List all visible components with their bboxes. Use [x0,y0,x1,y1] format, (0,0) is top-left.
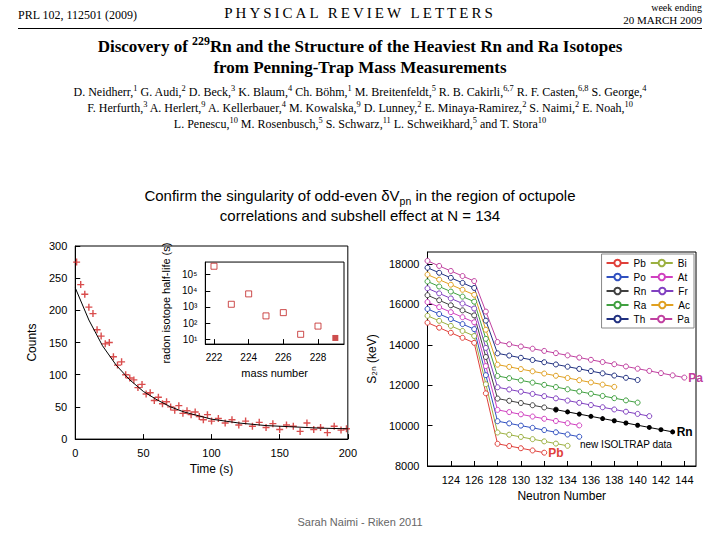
svg-text:Ac: Ac [678,300,690,311]
svg-text:50: 50 [137,447,149,459]
svg-text:Neutron Number: Neutron Number [517,489,606,503]
svg-text:228: 228 [310,352,327,363]
svg-text:8000: 8000 [395,460,419,472]
svg-text:Time (s): Time (s) [190,462,234,476]
svg-text:140: 140 [628,474,646,486]
svg-text:At: At [678,272,688,283]
svg-text:10⁴: 10⁴ [182,285,197,296]
svg-text:126: 126 [465,474,483,486]
svg-text:10¹: 10¹ [183,334,198,345]
svg-text:mass number: mass number [241,367,308,379]
svg-text:Rn: Rn [634,286,647,297]
svg-text:12000: 12000 [389,379,420,391]
html-text:D. Neidherr,1 G. Audi,2 D. Bec: D. Neidherr,1 G. Audi,2 D. Beck,3 K. Bla… [73,84,647,99]
svg-text:200: 200 [339,447,357,459]
svg-text:144: 144 [675,474,693,486]
svg-text:132: 132 [535,474,553,486]
svg-text:Pa: Pa [688,371,703,385]
svg-text:100: 100 [202,447,220,459]
html-text:Confirm the singularity of odd: Confirm the singularity of odd-even δVpn… [144,187,576,207]
html-text:PRL 102, 112501 (2009): PRL 102, 112501 (2009) [18,8,138,22]
svg-text:222: 222 [206,352,223,363]
svg-text:224: 224 [240,352,257,363]
html-text:from Penning-Trap Mass Measure: from Penning-Trap Mass Measurements [213,58,507,77]
svg-text:Pa: Pa [677,314,690,325]
svg-text:50: 50 [55,401,67,413]
svg-text:138: 138 [605,474,623,486]
svg-text:Pb: Pb [548,446,563,460]
svg-text:Bi: Bi [678,258,687,269]
html-text:20 MARCH 2009: 20 MARCH 2009 [623,14,702,26]
html-text:L. Penescu,10 M. Rosenbusch,5: L. Penescu,10 M. Rosenbusch,5 S. Schwarz… [173,116,547,131]
svg-text:300: 300 [49,240,67,252]
svg-text:radon isotope half-life (s): radon isotope half-life (s) [160,243,172,364]
svg-text:100: 100 [49,369,67,381]
svg-text:128: 128 [488,474,506,486]
svg-text:Po: Po [634,272,647,283]
html-text:week ending: week ending [651,2,702,13]
svg-text:10²: 10² [183,318,198,329]
svg-text:124: 124 [442,474,460,486]
svg-text:150: 150 [49,337,67,349]
svg-text:Th: Th [634,314,646,325]
svg-text:226: 226 [275,352,292,363]
svg-text:142: 142 [652,474,670,486]
svg-text:10³: 10³ [183,301,198,312]
html-text:Discovery of229Rn and the Stru: Discovery of229Rn and the Structure of t… [97,34,623,56]
svg-text:Fr: Fr [678,286,688,297]
svg-text:134: 134 [558,474,576,486]
svg-text:136: 136 [582,474,600,486]
html-text:PHYSICAL REVIEW LETTERS: PHYSICAL REVIEW LETTERS [224,5,496,21]
svg-text:16000: 16000 [389,298,420,310]
html-text:Sarah Naimi - Riken 2011: Sarah Naimi - Riken 2011 [297,516,423,528]
svg-text:150: 150 [271,447,289,459]
svg-text:0: 0 [61,433,67,445]
svg-text:Rn: Rn [677,425,693,439]
svg-text:0: 0 [72,447,78,459]
html-text:correlations and subshell effe: correlations and subshell effect at N = … [219,207,501,224]
svg-text:Counts: Counts [25,324,39,362]
svg-text:200: 200 [49,304,67,316]
svg-text:S₂ₙ (keV): S₂ₙ (keV) [365,334,379,383]
svg-text:130: 130 [512,474,530,486]
svg-text:Pb: Pb [634,258,647,269]
svg-text:10⁵: 10⁵ [182,269,197,280]
svg-text:new ISOLTRAP data: new ISOLTRAP data [580,439,672,450]
svg-text:10000: 10000 [389,420,420,432]
svg-text:Ra: Ra [634,300,647,311]
svg-text:14000: 14000 [389,339,420,351]
svg-text:250: 250 [49,272,67,284]
html-text:F. Herfurth,3A. Herlert,9A. Ke: F. Herfurth,3A. Herlert,9A. Kellerbauer,… [87,100,633,115]
svg-text:18000: 18000 [389,258,420,270]
